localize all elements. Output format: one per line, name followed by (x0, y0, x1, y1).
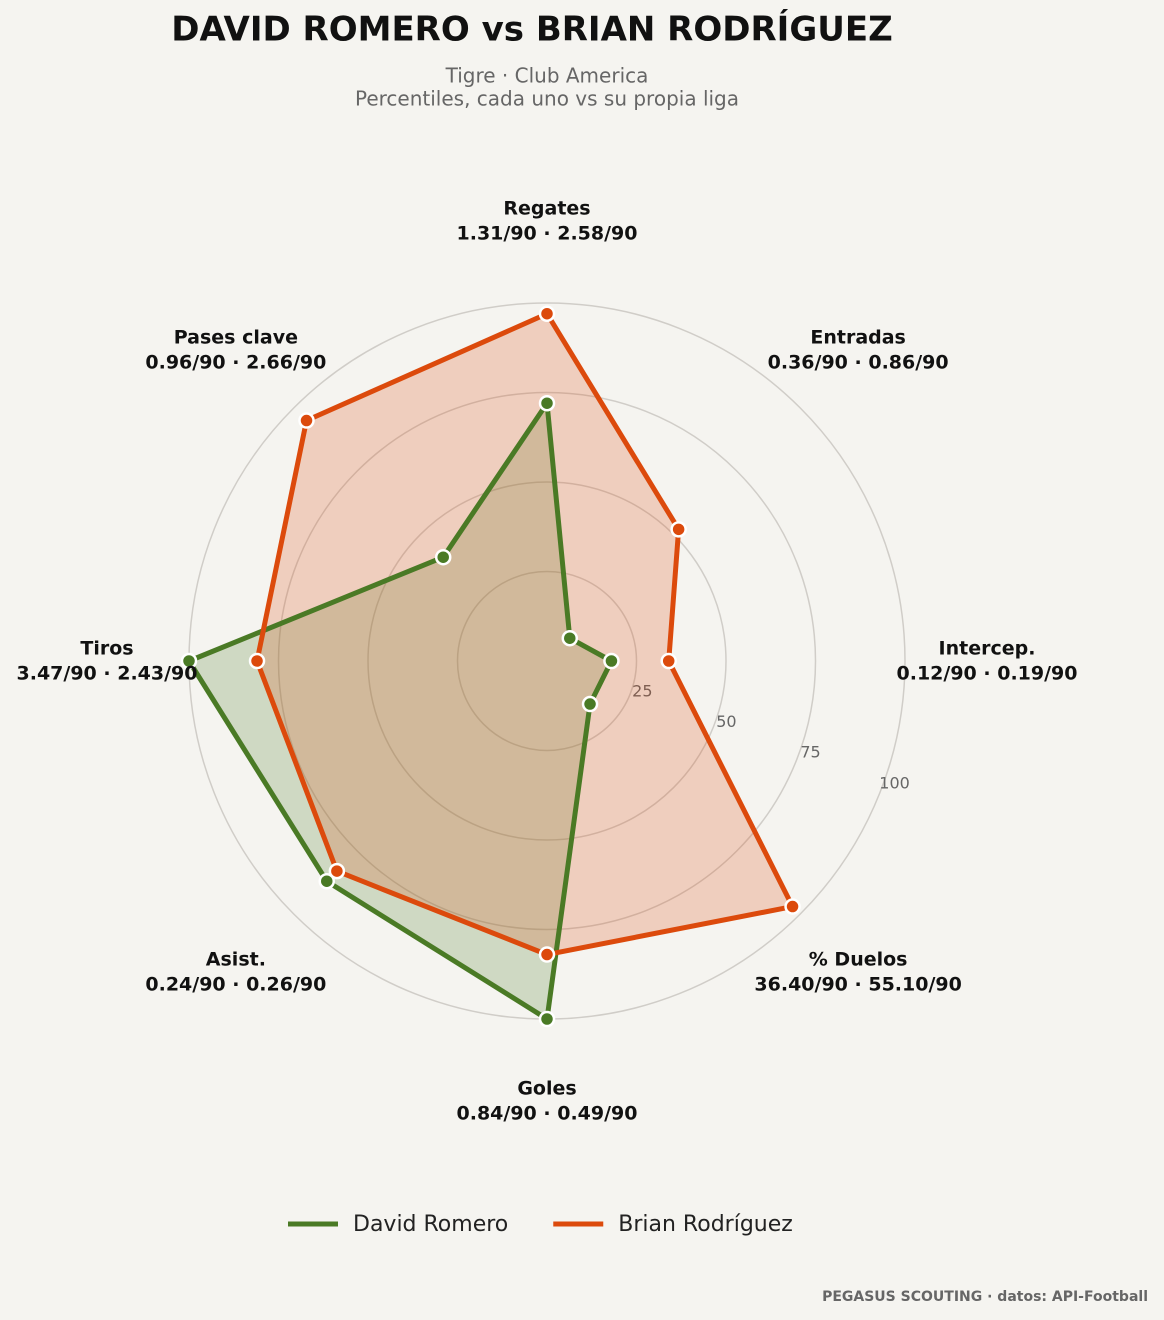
data-point (318, 872, 336, 890)
grid-circle (367, 481, 727, 841)
data-point (581, 695, 599, 713)
axis-label: Intercep. (939, 638, 1036, 660)
data-point (538, 1010, 556, 1028)
data-point (328, 862, 346, 880)
legend-label: David Romero (353, 1212, 508, 1237)
axis-label: % Duelos (809, 949, 908, 971)
r-tick-label: 75 (800, 743, 820, 762)
data-point (538, 946, 556, 963)
data-point (180, 652, 198, 670)
axis-label: Tiros (80, 638, 133, 660)
axis-stat: 36.40/90 · 55.10/90 (754, 974, 961, 996)
data-point (603, 652, 620, 670)
data-point (670, 521, 687, 538)
chart-title: DAVID ROMERO vs BRIAN RODRÍGUEZ (171, 9, 892, 50)
axis-label: Asist. (206, 949, 266, 971)
r-tick-label: 50 (716, 712, 736, 731)
data-point (538, 305, 556, 322)
axis-stat: 0.12/90 · 0.19/90 (897, 663, 1078, 685)
axis-stat: 0.96/90 · 2.66/90 (145, 351, 326, 373)
r-tick-label: 100 (879, 773, 910, 792)
subtitle: Percentiles, cada uno vs su propia liga (355, 87, 739, 111)
axis-stat: 0.84/90 · 0.49/90 (457, 1103, 638, 1125)
axis-stat: 0.24/90 · 0.26/90 (145, 974, 326, 996)
axis-stat: 1.31/90 · 2.58/90 (457, 223, 638, 245)
data-point (248, 652, 266, 670)
grid-circle (456, 570, 638, 752)
axis-stat: 0.36/90 · 0.86/90 (768, 351, 949, 373)
data-point (298, 412, 315, 429)
data-point (784, 898, 801, 915)
data-point (538, 394, 556, 412)
axis-label: Goles (517, 1078, 576, 1100)
subtitle: Tigre · Club America (445, 64, 649, 88)
axis-label: Pases clave (174, 326, 298, 348)
axis-label: Entradas (810, 326, 906, 348)
legend-label: Brian Rodríguez (618, 1212, 793, 1237)
data-point (561, 629, 579, 647)
r-tick-label: 25 (632, 681, 652, 700)
data-point (660, 652, 677, 670)
axis-stat: 3.47/90 · 2.43/90 (17, 663, 198, 685)
series-area (189, 403, 612, 1019)
axis-label: Regates (503, 198, 590, 220)
source: PEGASUS SCOUTING · datos: API-Football (822, 1289, 1148, 1305)
data-point (434, 548, 452, 566)
series-area (257, 313, 793, 955)
grid-circle (277, 391, 817, 931)
